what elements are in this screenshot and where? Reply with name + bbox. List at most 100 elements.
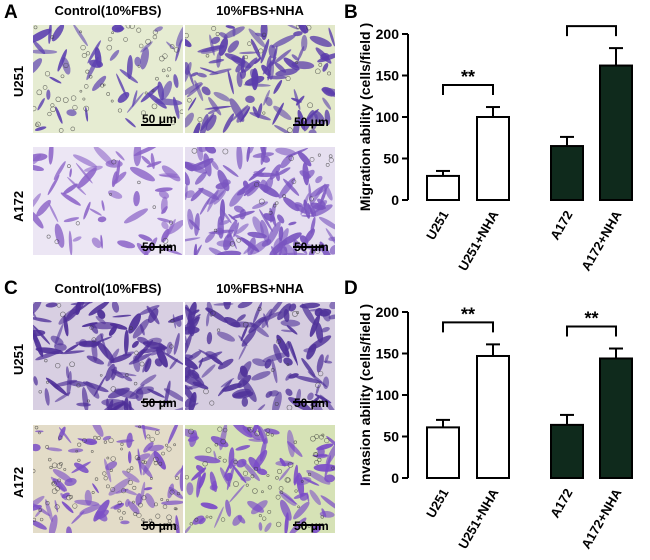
col-header-control-a: Control(10%FBS) bbox=[54, 3, 162, 18]
cell-mark bbox=[33, 193, 41, 212]
cell-mark bbox=[239, 51, 258, 54]
cell-mark bbox=[280, 319, 301, 327]
cell-mark bbox=[318, 216, 335, 231]
cell-mark bbox=[326, 435, 335, 448]
cell-mark bbox=[72, 236, 82, 242]
cell-mark bbox=[285, 373, 292, 381]
cell-mark bbox=[235, 223, 249, 235]
cell-mark bbox=[254, 57, 262, 65]
cell-mark bbox=[272, 391, 282, 410]
cell-mark bbox=[101, 200, 105, 212]
cell-mark bbox=[260, 38, 270, 64]
cell-mark bbox=[286, 325, 298, 335]
cell-mark bbox=[48, 202, 59, 223]
cell-mark bbox=[228, 447, 235, 469]
category-label: A172+NHA bbox=[578, 207, 625, 273]
significance-label: ** bbox=[461, 304, 475, 324]
cell-mark bbox=[187, 350, 202, 362]
cell-mark bbox=[226, 219, 238, 239]
cell-mark bbox=[33, 58, 43, 75]
cell-mark bbox=[278, 490, 297, 506]
cell-mark bbox=[35, 347, 64, 355]
migration-bar-chart: 0 50 100 150 200 Migration ability (cells/fie… bbox=[340, 8, 640, 282]
cell-mark bbox=[308, 308, 327, 312]
cell-mark bbox=[92, 75, 107, 92]
cell-mark bbox=[220, 377, 235, 388]
cell-mark bbox=[273, 343, 283, 364]
cell-mark bbox=[91, 321, 118, 330]
cell-mark bbox=[104, 458, 112, 483]
cell-mark bbox=[315, 384, 320, 395]
cell-mark bbox=[216, 52, 221, 68]
cell-mark bbox=[302, 477, 320, 486]
cell-mark bbox=[116, 439, 135, 443]
cell-mark bbox=[97, 216, 107, 223]
cell-mark bbox=[266, 55, 272, 69]
cell-mark bbox=[285, 388, 293, 396]
cell-mark bbox=[85, 381, 100, 399]
cell-mark bbox=[144, 493, 155, 508]
cell-mark bbox=[113, 371, 137, 377]
cell-mark bbox=[306, 469, 331, 485]
panel-letter-b: B bbox=[344, 2, 358, 23]
significance-bracket bbox=[442, 321, 494, 333]
category-label: A172+NHA bbox=[578, 485, 625, 551]
cell-mark bbox=[237, 361, 252, 381]
cell-mark bbox=[133, 191, 140, 207]
micrograph-c-a172-nha bbox=[185, 425, 335, 533]
cell-mark bbox=[236, 314, 246, 322]
cell-mark bbox=[33, 40, 46, 54]
cell-mark bbox=[140, 47, 149, 70]
cell-mark bbox=[33, 153, 48, 162]
cell-mark bbox=[179, 464, 183, 492]
cell-mark bbox=[273, 49, 292, 64]
cell-mark bbox=[185, 525, 191, 533]
cell-mark bbox=[213, 450, 217, 461]
cell-mark bbox=[280, 499, 292, 521]
cell-mark bbox=[293, 31, 303, 37]
cell-mark bbox=[125, 117, 136, 128]
cell-mark bbox=[291, 61, 315, 70]
cell-mark bbox=[185, 237, 201, 243]
cell-mark bbox=[187, 158, 213, 169]
cell-mark bbox=[91, 339, 98, 362]
cell-mark bbox=[269, 164, 281, 180]
cell-mark bbox=[280, 232, 302, 246]
cell-mark bbox=[217, 358, 234, 370]
cell-mark bbox=[319, 241, 334, 255]
cell-mark bbox=[153, 450, 166, 470]
cell-mark bbox=[232, 27, 236, 37]
col-header-control-c: Control(10%FBS) bbox=[54, 281, 162, 296]
cell-mark bbox=[111, 302, 120, 313]
cell-mark bbox=[33, 324, 51, 345]
cell-mark bbox=[91, 237, 102, 248]
cell-mark bbox=[63, 183, 78, 195]
category-label: U251+NHA bbox=[455, 485, 502, 551]
cell-mark bbox=[50, 476, 66, 493]
scale-bar-label: 50 μm bbox=[142, 519, 177, 533]
cell-mark bbox=[154, 187, 173, 192]
cell-mark bbox=[249, 147, 255, 154]
panel-letter-d: D bbox=[344, 278, 358, 299]
cell-mark bbox=[232, 465, 247, 484]
cell-mark bbox=[227, 40, 240, 53]
cell-mark bbox=[320, 53, 330, 61]
cell-mark bbox=[161, 80, 173, 100]
cell-mark bbox=[216, 331, 235, 342]
cell-mark bbox=[84, 489, 92, 506]
cell-mark bbox=[108, 325, 118, 337]
cell-mark bbox=[268, 302, 284, 317]
cell-mark bbox=[264, 522, 272, 532]
cell-mark bbox=[200, 502, 218, 510]
cell-mark bbox=[167, 483, 174, 499]
cell-mark bbox=[222, 179, 231, 185]
cell-mark bbox=[112, 314, 132, 318]
cell-mark bbox=[257, 103, 263, 119]
cell-mark bbox=[122, 470, 140, 483]
cell-mark bbox=[328, 236, 335, 242]
cell-mark bbox=[83, 201, 91, 220]
cell-mark bbox=[49, 76, 62, 84]
scale-bar-label: 50 μm bbox=[294, 396, 329, 410]
cell-mark bbox=[268, 44, 276, 59]
category-label: U251+NHA bbox=[455, 207, 502, 273]
